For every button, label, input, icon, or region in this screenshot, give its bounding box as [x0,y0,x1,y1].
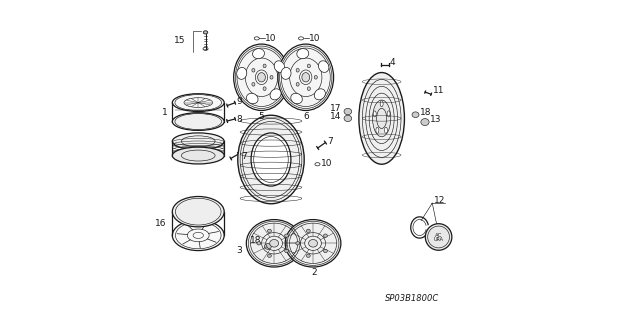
Ellipse shape [302,73,310,82]
Ellipse shape [344,108,351,115]
Ellipse shape [323,234,328,237]
Ellipse shape [376,127,379,133]
Ellipse shape [268,229,271,233]
Text: 4: 4 [390,58,395,67]
Text: SP03B1800C: SP03B1800C [385,294,439,303]
Ellipse shape [246,219,302,267]
Ellipse shape [421,119,429,126]
Ellipse shape [172,94,224,111]
Ellipse shape [297,48,308,59]
Ellipse shape [385,127,387,133]
Ellipse shape [296,69,299,72]
Text: 7: 7 [241,152,246,161]
Text: 10: 10 [265,33,276,42]
Text: 6: 6 [303,112,308,121]
Ellipse shape [269,240,278,247]
Ellipse shape [172,220,224,250]
Ellipse shape [234,44,289,110]
Ellipse shape [238,115,304,204]
Ellipse shape [344,115,351,122]
Text: 2: 2 [312,268,317,277]
Text: 11: 11 [433,86,444,95]
Ellipse shape [380,101,383,107]
Text: 18: 18 [250,236,262,245]
Ellipse shape [307,64,310,68]
Text: 17: 17 [330,104,342,113]
Ellipse shape [258,73,266,82]
Text: 14: 14 [330,112,342,121]
Text: 9: 9 [236,97,242,106]
Ellipse shape [274,61,285,72]
Circle shape [426,224,452,250]
Ellipse shape [307,229,310,233]
Ellipse shape [263,87,266,91]
Ellipse shape [263,64,266,68]
Text: AC: AC [435,233,442,238]
Ellipse shape [264,244,271,249]
Ellipse shape [246,93,258,104]
Text: 8: 8 [236,115,242,123]
Ellipse shape [172,197,224,227]
Ellipse shape [307,87,310,91]
Ellipse shape [359,72,404,164]
Ellipse shape [285,249,289,253]
Text: 7: 7 [327,137,333,146]
Ellipse shape [285,219,341,267]
Ellipse shape [270,89,281,100]
Ellipse shape [257,241,260,245]
Text: 10: 10 [321,159,332,168]
Ellipse shape [172,133,224,150]
Ellipse shape [296,241,300,245]
Ellipse shape [307,254,310,257]
Ellipse shape [319,61,329,72]
Ellipse shape [253,48,264,59]
Text: 12: 12 [434,196,445,205]
Ellipse shape [172,147,224,164]
Text: 18: 18 [420,108,431,117]
Ellipse shape [237,67,247,79]
Ellipse shape [323,249,328,253]
Ellipse shape [251,133,291,186]
Text: URA: URA [433,237,444,242]
Text: 13: 13 [429,115,441,124]
Text: 1: 1 [162,108,168,116]
Text: 15: 15 [173,36,185,45]
Ellipse shape [387,111,390,117]
Ellipse shape [268,254,271,257]
Ellipse shape [270,76,273,79]
Ellipse shape [281,67,291,79]
Ellipse shape [296,83,299,86]
Ellipse shape [285,234,289,237]
Ellipse shape [291,93,302,104]
Ellipse shape [412,112,419,118]
Text: 10: 10 [309,33,321,42]
Text: 3: 3 [237,246,243,255]
Ellipse shape [314,89,325,100]
Ellipse shape [308,240,317,247]
Ellipse shape [278,44,333,110]
Text: 5: 5 [259,112,264,121]
Ellipse shape [204,31,208,34]
Ellipse shape [372,100,391,137]
Ellipse shape [172,113,224,130]
Ellipse shape [252,83,255,86]
Text: 16: 16 [155,219,166,228]
Ellipse shape [314,76,317,79]
Ellipse shape [373,111,376,117]
Ellipse shape [252,69,255,72]
